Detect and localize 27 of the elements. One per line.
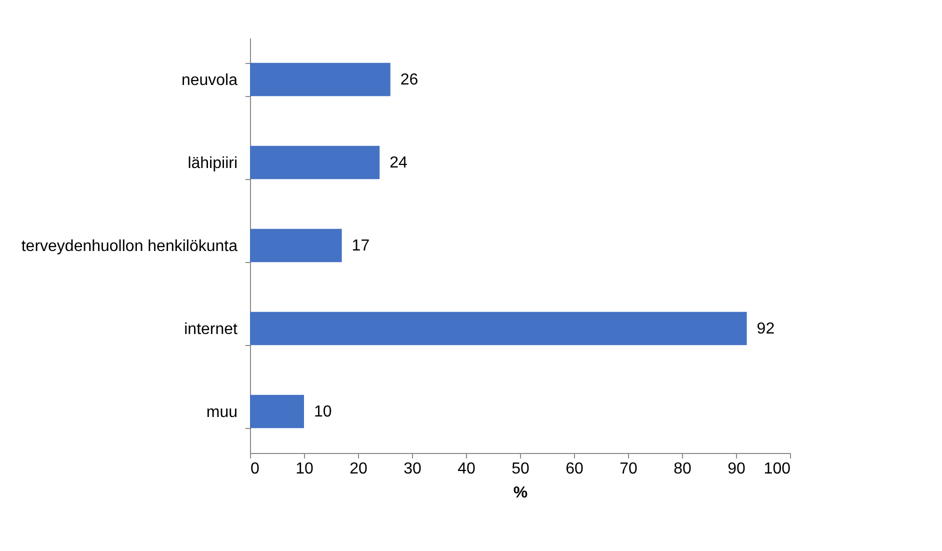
x-tick-label: 20 bbox=[350, 460, 368, 478]
x-axis-title: % bbox=[513, 484, 528, 502]
y-tick-label: muu bbox=[206, 404, 238, 421]
y-tick-label: lähipiiri bbox=[188, 155, 238, 172]
x-tick-label: 30 bbox=[404, 460, 422, 478]
bar bbox=[250, 146, 380, 180]
y-tick-label: neuvola bbox=[181, 72, 238, 89]
y-tick-label: internet bbox=[184, 321, 238, 338]
bar bbox=[250, 394, 304, 428]
x-tick-label: 50 bbox=[512, 460, 530, 478]
data-label: 17 bbox=[352, 238, 370, 254]
data-label: 24 bbox=[390, 154, 408, 172]
x-tick-label: 10 bbox=[296, 460, 314, 478]
x-tick-label: 40 bbox=[458, 460, 476, 478]
x-tick-label: 100 bbox=[764, 460, 791, 478]
data-label: 26 bbox=[400, 72, 418, 88]
data-label: 92 bbox=[756, 320, 775, 338]
bar bbox=[250, 228, 342, 262]
x-tick-label: 70 bbox=[620, 460, 638, 478]
x-tick-label: 90 bbox=[728, 460, 746, 478]
y-tick-label: terveydenhuollon henkilökunta bbox=[21, 238, 238, 255]
bar bbox=[250, 312, 747, 346]
x-tick-label: 60 bbox=[566, 460, 584, 478]
bar bbox=[250, 62, 390, 96]
x-tick-label: 80 bbox=[674, 460, 692, 478]
x-tick-label: 0 bbox=[250, 460, 260, 478]
data-label: 10 bbox=[314, 404, 332, 420]
